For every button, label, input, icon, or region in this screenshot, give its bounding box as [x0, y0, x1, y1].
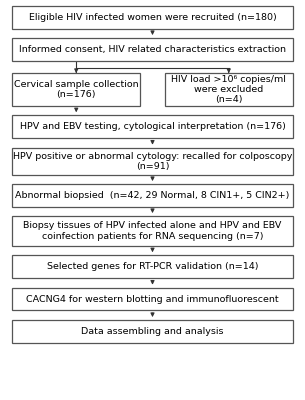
Text: HIV load >10⁶ copies/ml
were excluded
(n=4): HIV load >10⁶ copies/ml were excluded (n… [171, 75, 286, 104]
FancyBboxPatch shape [12, 288, 293, 310]
Text: Eligible HIV infected women were recruited (n=180): Eligible HIV infected women were recruit… [29, 13, 276, 22]
FancyBboxPatch shape [12, 148, 293, 175]
FancyBboxPatch shape [12, 255, 293, 278]
FancyBboxPatch shape [12, 38, 293, 61]
FancyBboxPatch shape [12, 115, 293, 138]
Text: Selected genes for RT-PCR validation (n=14): Selected genes for RT-PCR validation (n=… [47, 262, 258, 271]
FancyBboxPatch shape [12, 6, 293, 29]
Text: Informed consent, HIV related characteristics extraction: Informed consent, HIV related characteri… [19, 45, 286, 54]
Text: CACNG4 for western blotting and immunofluorescent: CACNG4 for western blotting and immunofl… [26, 294, 279, 304]
FancyBboxPatch shape [12, 216, 293, 246]
Text: HPV positive or abnormal cytology: recalled for colposcopy
(n=91): HPV positive or abnormal cytology: recal… [13, 152, 292, 171]
FancyBboxPatch shape [165, 73, 293, 106]
Text: Abnormal biopsied  (n=42, 29 Normal, 8 CIN1+, 5 CIN2+): Abnormal biopsied (n=42, 29 Normal, 8 CI… [15, 191, 290, 200]
FancyBboxPatch shape [12, 73, 140, 106]
FancyBboxPatch shape [12, 184, 293, 207]
Text: Data assembling and analysis: Data assembling and analysis [81, 327, 224, 336]
Text: Cervical sample collection
(n=176): Cervical sample collection (n=176) [14, 80, 138, 99]
FancyBboxPatch shape [12, 320, 293, 343]
Text: Biopsy tissues of HPV infected alone and HPV and EBV
coinfection patients for RN: Biopsy tissues of HPV infected alone and… [23, 221, 282, 241]
Text: HPV and EBV testing, cytological interpretation (n=176): HPV and EBV testing, cytological interpr… [20, 122, 285, 131]
